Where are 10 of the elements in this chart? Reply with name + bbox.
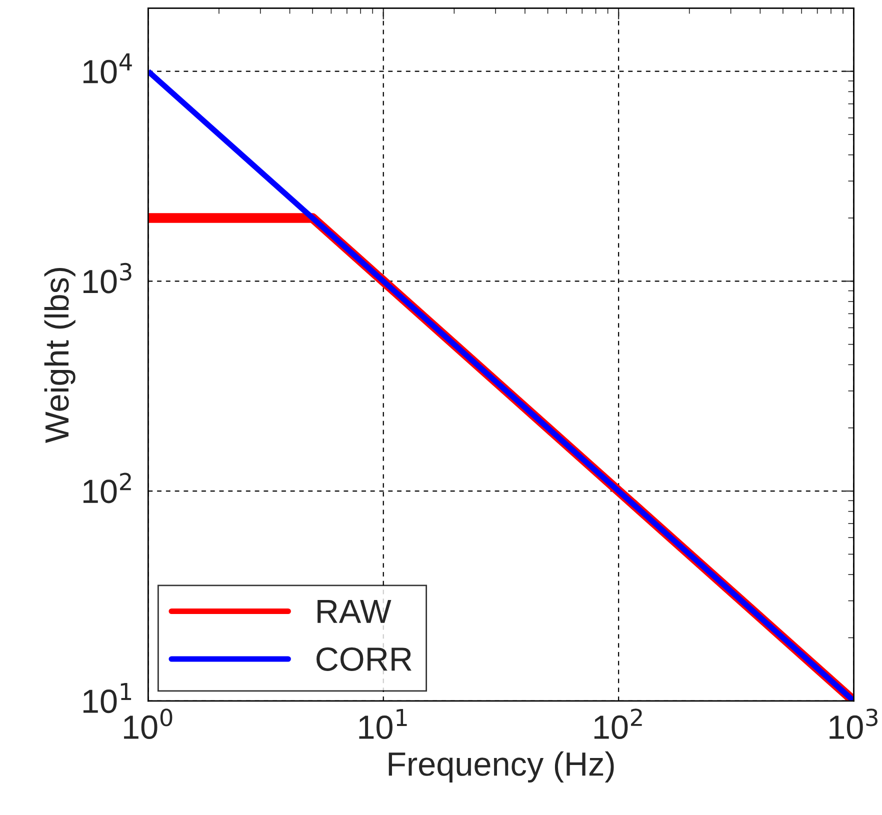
x-tick-label: 10$^{1}$ (359, 708, 407, 740)
x-tick-label: 10$^{2}$ (594, 708, 642, 740)
y-axis-title: Weight (lbs) (44, 268, 76, 443)
x-axis-title: Frequency (Hz) (388, 751, 614, 782)
legend-label: RAW (318, 600, 392, 623)
x-tick-label: 10$^{3}$ (830, 708, 878, 740)
y-tick-label: 10$^{4}$ (83, 53, 132, 84)
legend-label: CORR (316, 647, 412, 671)
y-tick-label: 10$^{3}$ (83, 262, 132, 294)
y-tick-label: 10$^{2}$ (83, 472, 131, 504)
